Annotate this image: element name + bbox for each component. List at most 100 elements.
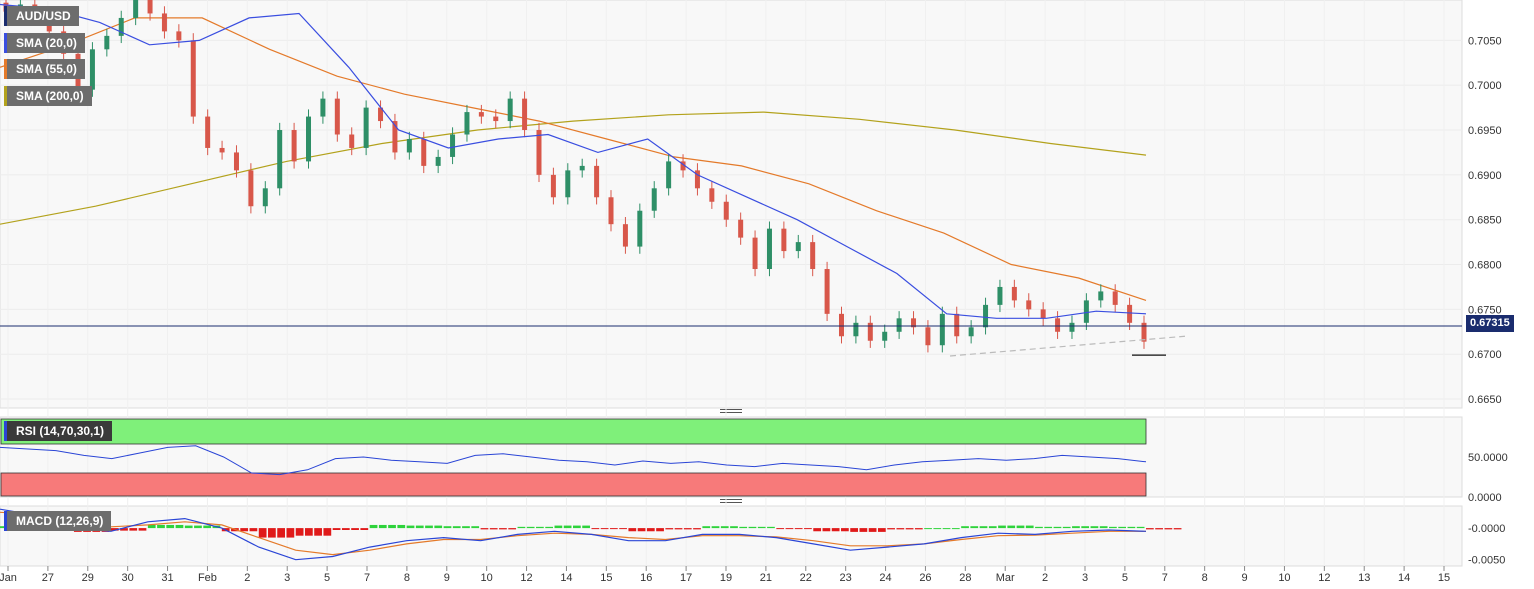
candle-body	[723, 201, 729, 220]
macd-line	[0, 508, 1147, 561]
time-tick-label: 27	[42, 572, 54, 584]
candle-body	[550, 174, 556, 198]
macd-histogram-bar	[757, 526, 766, 529]
price-tick-label: 0.7050	[1468, 35, 1502, 47]
time-tick-label: 8	[1202, 572, 1208, 584]
macd-histogram-bar	[914, 528, 923, 530]
price-tick-label: 0.7000	[1468, 80, 1502, 92]
macd-histogram-bar	[314, 528, 322, 536]
sma-20-label[interactable]: SMA (20,0)	[4, 33, 85, 53]
macd-histogram-bar	[785, 528, 794, 530]
macd-histogram-bar	[609, 528, 618, 530]
macd-histogram-bar	[138, 528, 147, 531]
macd-histogram-bar	[683, 528, 692, 530]
macd-histogram-bar	[988, 526, 997, 529]
macd-histogram-bar	[452, 526, 461, 529]
time-tick-label: 19	[720, 572, 732, 584]
candle-body	[882, 331, 888, 341]
macd-histogram-bar	[526, 526, 535, 529]
macd-histogram-bar	[905, 528, 914, 530]
candle-body	[349, 134, 355, 148]
time-tick-label: 5	[1122, 572, 1128, 584]
time-tick-label: 24	[879, 572, 891, 584]
candle-body	[89, 49, 95, 90]
macd-histogram-bar	[268, 528, 276, 538]
candle-body	[1040, 309, 1046, 319]
macd-histogram-bar	[720, 526, 729, 529]
candle-body	[334, 98, 340, 135]
instrument-label[interactable]: AUD/USD	[4, 6, 79, 26]
macd-histogram-bar	[961, 526, 969, 529]
macd-histogram-bar	[249, 528, 258, 532]
macd-histogram-bar	[443, 526, 452, 529]
sma-20-color-bar	[4, 33, 7, 53]
candle-body	[968, 327, 974, 337]
macd-histogram-bar	[1090, 526, 1099, 529]
macd-label[interactable]: MACD (12,26,9)	[4, 511, 112, 531]
macd-histogram-bar	[1109, 526, 1117, 529]
macd-histogram-bar	[1025, 525, 1034, 529]
time-tick-label: 5	[324, 572, 330, 584]
price-tick-label: 0.6800	[1468, 260, 1502, 272]
candle-body	[147, 0, 153, 14]
time-tick-label: 15	[600, 572, 612, 584]
rsi-label[interactable]: RSI (14,70,30,1)	[4, 421, 113, 441]
candle-body	[594, 165, 600, 198]
macd-histogram-bar	[203, 525, 212, 529]
sma-200-label[interactable]: SMA (200,0)	[4, 86, 92, 106]
macd-histogram-bar	[471, 526, 480, 529]
time-tick-label: 13	[1358, 572, 1370, 584]
sma-55-label[interactable]: SMA (55,0)	[4, 59, 85, 79]
candle-body	[262, 188, 268, 207]
time-tick-label: 23	[840, 572, 852, 584]
macd-histogram-bar	[157, 524, 165, 529]
time-tick-label: 26	[919, 572, 931, 584]
macd-histogram-bar	[434, 525, 443, 529]
time-tick-label: 10	[1278, 572, 1290, 584]
candle-body	[406, 138, 412, 153]
candle-body	[320, 98, 326, 117]
macd-histogram-bar	[850, 528, 858, 532]
macd-histogram-bar	[776, 528, 785, 530]
macd-histogram-bar	[184, 525, 193, 529]
macd-histogram-bar	[415, 525, 424, 529]
macd-histogram-bar	[748, 526, 757, 529]
candle-body	[205, 116, 211, 148]
macd-histogram-bar	[656, 528, 664, 532]
macd-histogram-bar	[277, 528, 285, 538]
candle-body	[392, 121, 398, 153]
candle-body	[1127, 304, 1133, 323]
macd-histogram-bar	[517, 526, 526, 529]
instrument-label-text: AUD/USD	[16, 9, 71, 23]
time-tick-label: Feb	[198, 572, 217, 584]
candle-body	[694, 170, 700, 189]
time-tick-label: 15	[1438, 572, 1450, 584]
macd-histogram-bar	[369, 524, 378, 529]
candle-body	[1112, 291, 1118, 305]
sma-55-color-bar	[4, 59, 7, 79]
macd-histogram-bar	[554, 525, 563, 529]
macd-histogram-bar	[1007, 525, 1016, 529]
sma-200-color-bar	[4, 86, 7, 106]
macd-histogram-bar	[868, 528, 877, 532]
price-tick-label: 0.6700	[1468, 349, 1502, 361]
time-tick-label: Jan	[0, 572, 17, 584]
candle-body	[248, 170, 254, 207]
macd-histogram-bar	[600, 528, 609, 530]
macd-color-bar	[4, 511, 7, 531]
candle-body	[363, 107, 369, 148]
macd-histogram-bar	[887, 528, 895, 530]
candle-body	[925, 327, 931, 346]
macd-histogram-bar	[1053, 526, 1062, 529]
candle-body	[738, 219, 744, 238]
candle-body	[493, 116, 499, 122]
rsi-line	[0, 445, 1147, 476]
time-tick-label: 31	[161, 572, 173, 584]
macd-histogram-bar	[665, 528, 674, 530]
time-tick-label: 29	[82, 572, 94, 584]
macd-histogram-bar	[998, 525, 1006, 529]
candle-body	[680, 161, 686, 171]
time-tick-label: 12	[1318, 572, 1330, 584]
macd-histogram-bar	[351, 528, 359, 530]
macd-histogram-bar	[147, 524, 156, 529]
